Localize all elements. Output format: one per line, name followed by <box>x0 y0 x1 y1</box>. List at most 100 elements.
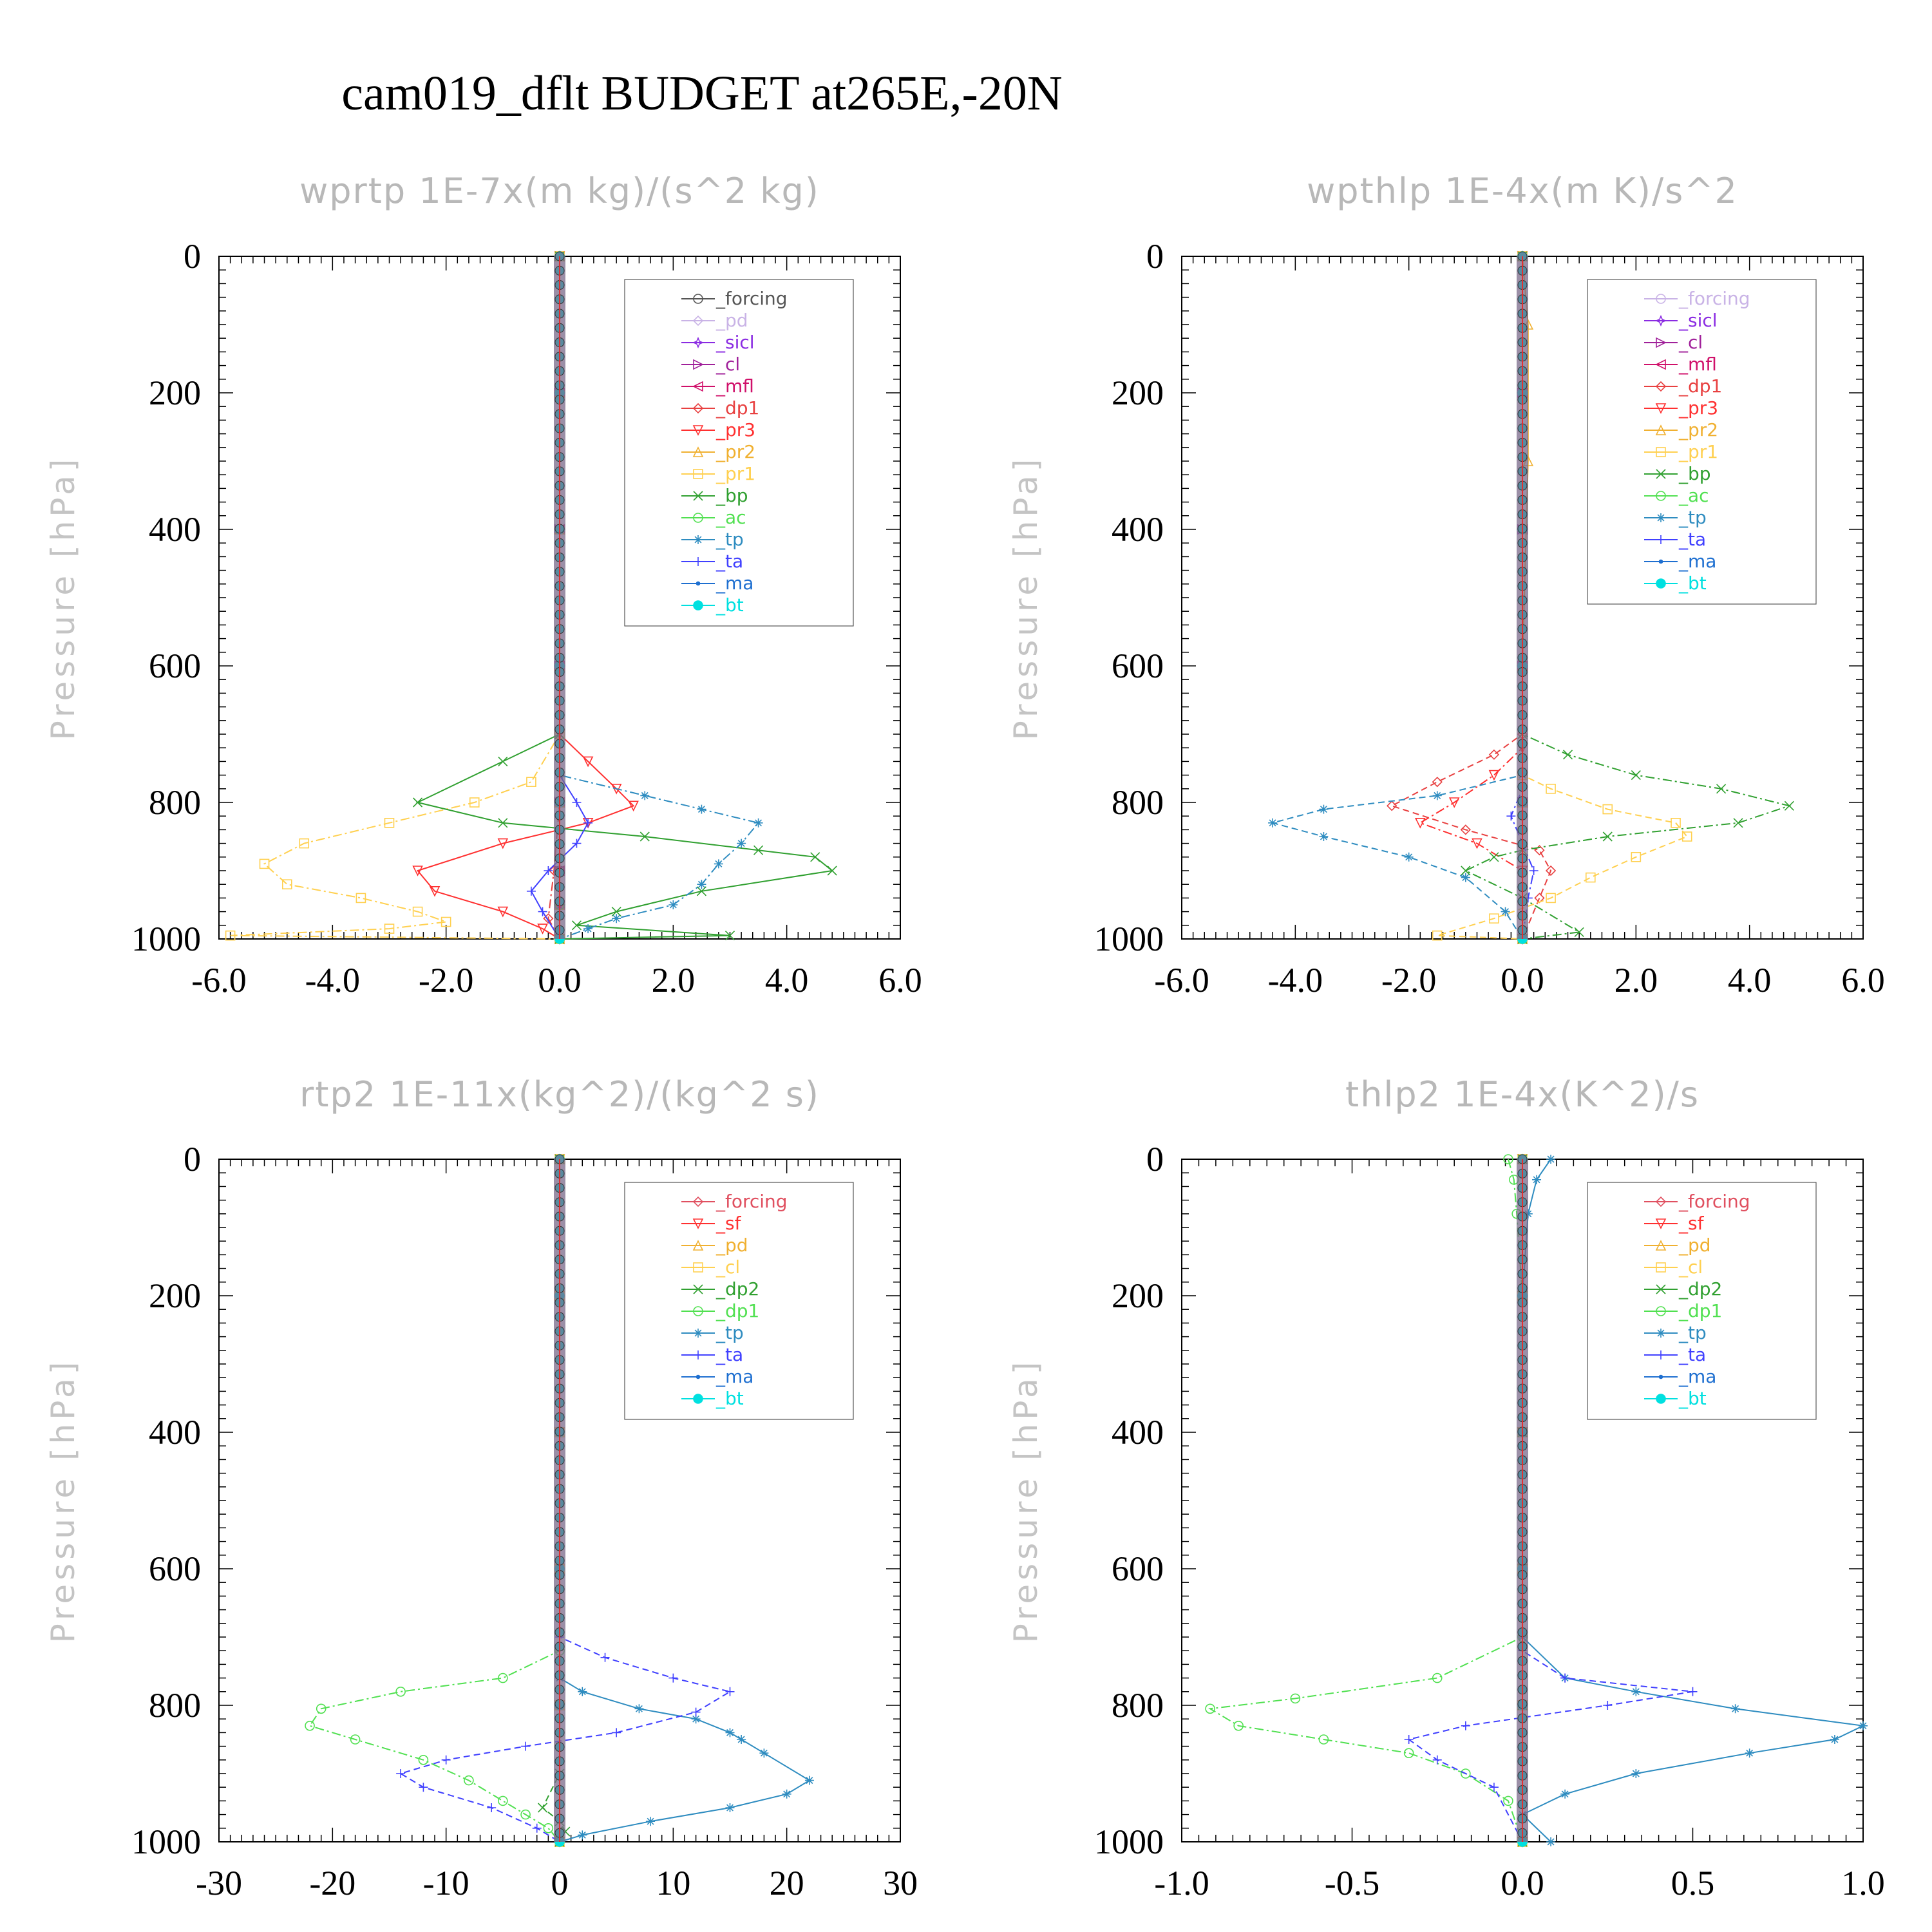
x-tick-label: -10 <box>423 1864 469 1902</box>
legend-marker <box>694 535 703 544</box>
legend-label: _ma <box>1678 551 1716 572</box>
series-line <box>1208 1159 1523 1842</box>
data-point <box>737 838 746 848</box>
y-tick-label: 600 <box>149 647 201 685</box>
legend-entry: _bp <box>1644 463 1711 484</box>
legend-entry: _bt <box>1644 573 1707 594</box>
x-tick-label: -4.0 <box>1268 961 1323 999</box>
data-point <box>1688 1687 1698 1696</box>
legend-marker <box>1658 1374 1663 1379</box>
legend-label: _pr2 <box>1678 419 1718 440</box>
data-point <box>1631 852 1642 862</box>
data-point <box>804 1776 814 1785</box>
y-tick-label: 200 <box>149 374 201 412</box>
legend-marker <box>1656 1350 1665 1359</box>
data-point <box>1503 1795 1513 1806</box>
legend-entry: _dp1 <box>681 1300 759 1321</box>
legend-marker <box>692 446 704 457</box>
data-point <box>537 923 548 934</box>
data-point <box>725 1728 735 1738</box>
legend-entry: _forcing <box>681 288 788 309</box>
x-tick-label: 0.0 <box>1501 961 1544 999</box>
y-tick-label: 400 <box>1112 1413 1164 1452</box>
data-point <box>1488 770 1500 781</box>
x-tick-label: 6.0 <box>878 961 922 999</box>
data-point <box>521 1741 531 1751</box>
data-point <box>544 866 553 875</box>
legend-marker <box>1656 491 1666 501</box>
data-point <box>1503 1154 1513 1164</box>
series-line <box>1437 256 1689 940</box>
data-point <box>1545 865 1557 876</box>
data-point <box>646 1817 656 1826</box>
data-point <box>497 906 509 918</box>
data-point <box>696 886 706 896</box>
legend-marker <box>693 294 703 304</box>
data-point <box>1745 1748 1754 1758</box>
legend-label: _dp1 <box>1678 1300 1722 1321</box>
series-line <box>559 256 760 940</box>
data-point <box>1432 1672 1443 1683</box>
data-point <box>1404 1735 1414 1744</box>
y-tick-label: 800 <box>149 783 201 822</box>
legend-label: _ma <box>715 1366 753 1387</box>
zero-line-markers <box>554 1154 565 1842</box>
legend-marker <box>1655 403 1667 414</box>
data-point <box>572 838 582 848</box>
legend-marker <box>692 1218 704 1229</box>
data-point <box>520 1809 531 1820</box>
legend: _forcing_sf_pd_cl_dp2_dp1_tp_ta_ma_bt <box>1587 1182 1817 1420</box>
x-tick-label: 2.0 <box>1615 961 1658 999</box>
x-tick-label: -2.0 <box>419 961 473 999</box>
y-tick-label: 1000 <box>1094 920 1164 958</box>
chart-panel-1: wprtp 1E-7x(m kg)/(s^2 kg) Pressure [hPa]… <box>44 171 922 999</box>
series-line <box>1418 256 1523 939</box>
data-point <box>464 1775 474 1786</box>
data-point <box>640 791 650 800</box>
legend-label: _ac <box>1678 485 1709 506</box>
series-line <box>1270 256 1523 940</box>
data-point <box>498 756 508 766</box>
data-point <box>419 1783 428 1792</box>
data-point <box>1489 913 1499 923</box>
legend-marker <box>693 513 703 523</box>
data-point <box>1681 831 1692 842</box>
legend-marker <box>694 1350 703 1359</box>
legend-marker <box>693 1306 703 1316</box>
y-tick-label: 1000 <box>1094 1823 1164 1861</box>
legend-marker <box>1658 559 1663 564</box>
legend-marker <box>692 381 703 392</box>
legend-entry: _sicl <box>681 332 755 353</box>
x-tick-label: -20 <box>309 1864 355 1902</box>
chart-panel-2: wpthlp 1E-4x(m K)/s^2 Pressure [hPa] 0 200 4… <box>1007 171 1885 999</box>
legend-entry: _pr1 <box>1644 441 1718 462</box>
data-point <box>384 923 395 934</box>
y-tick-label: 400 <box>149 1413 201 1452</box>
y-axis-label: Pressure [hPa] <box>44 1358 82 1643</box>
data-point <box>532 1823 542 1833</box>
data-point <box>259 858 270 869</box>
y-axis-label: Pressure [hPa] <box>1007 455 1045 741</box>
data-point <box>412 906 423 917</box>
data-point <box>725 1687 735 1696</box>
y-axis-label: Pressure [hPa] <box>1007 1358 1045 1643</box>
y-tick-label: 800 <box>1112 1686 1164 1725</box>
y-tick-label: 0 <box>184 1140 201 1179</box>
x-tick-label: 0.5 <box>1671 1864 1715 1902</box>
y-tick-label: 1000 <box>131 1823 201 1861</box>
x-tick-label: -1.0 <box>1154 1864 1209 1902</box>
legend-entry: _pr2 <box>681 441 755 462</box>
legend-label: _cl <box>1678 1256 1703 1278</box>
x-tick-label: 0.0 <box>1501 1864 1544 1902</box>
legend-entry: _dp1 <box>1644 1300 1722 1321</box>
zero-line-markers <box>1517 1154 1528 1842</box>
data-point <box>697 880 706 889</box>
legend-marker <box>1656 294 1666 304</box>
series-dp1 <box>1387 251 1557 945</box>
data-point <box>1501 907 1510 916</box>
data-point <box>1489 852 1499 862</box>
data-point <box>724 931 735 941</box>
legend-label: _mfl <box>1678 354 1717 375</box>
x-tick-label: 1.0 <box>1841 1864 1885 1902</box>
legend-marker <box>692 315 704 327</box>
